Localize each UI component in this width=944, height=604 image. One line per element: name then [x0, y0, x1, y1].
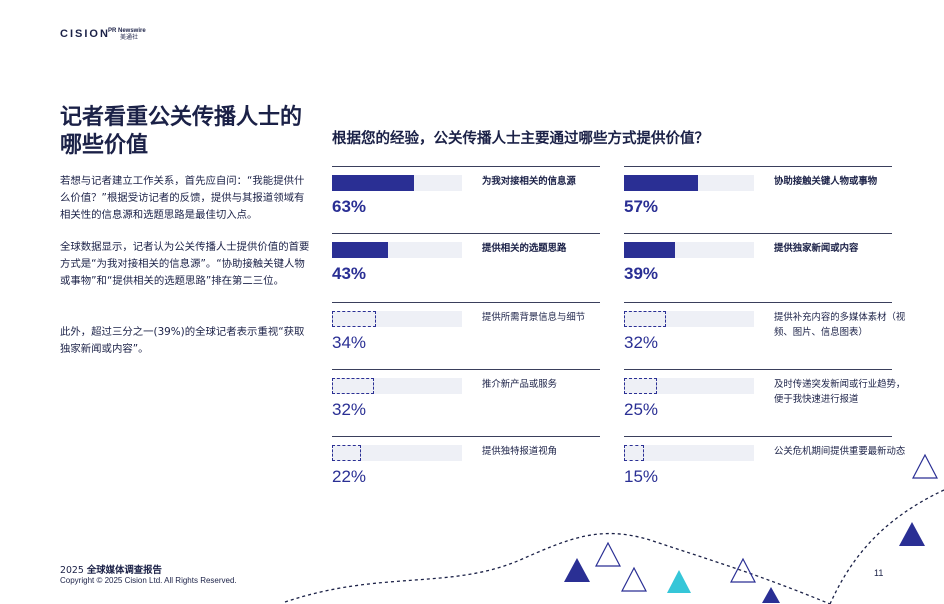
- bar: [624, 242, 675, 258]
- bar-track: [332, 311, 462, 327]
- bar-track: [332, 242, 462, 258]
- triangle-outline-icon: [621, 566, 647, 592]
- dotted-curve-right: [829, 489, 944, 604]
- chart-item: 22% 提供独特报道视角: [332, 436, 600, 504]
- triangle-teal-icon: [667, 570, 691, 593]
- exclusive-paragraph: 此外，超过三分之一(39%)的全球记者表示重视“获取独家新闻或内容”。: [60, 326, 305, 355]
- bar-track: [624, 445, 754, 461]
- triangle-filled-icon: [762, 587, 780, 603]
- bar-track: [332, 175, 462, 191]
- bar-track: [332, 445, 462, 461]
- pr-newswire-logo-text: PR Newswire: [108, 28, 146, 34]
- bar: [332, 175, 414, 191]
- category-label: 协助接触关键人物或事物: [774, 176, 878, 187]
- category-label: 提供补充内容的多媒体素材（视频、图片、信息图表）: [774, 312, 906, 338]
- triangle-outline-icon: [595, 541, 621, 567]
- category-label: 提供独特报道视角: [482, 446, 558, 457]
- bar-track: [624, 175, 754, 191]
- category-label: 提供独家新闻或内容: [774, 243, 859, 254]
- bar-track: [624, 378, 754, 394]
- value-label: 57%: [624, 197, 659, 216]
- value-label: 63%: [332, 197, 367, 216]
- triangle-outline-icon: [912, 453, 938, 479]
- chart-item: 63% 为我对接相关的信息源: [332, 166, 600, 234]
- value-label: 22%: [332, 467, 367, 486]
- chart-item: 57% 协助接触关键人物或事物: [624, 166, 892, 234]
- dotted-wave-line: [284, 532, 831, 604]
- bar: [624, 175, 699, 191]
- chart-item: 34% 提供所需背景信息与细节: [332, 302, 600, 370]
- pr-newswire-logo: PR Newswire 美通社: [108, 28, 148, 42]
- footer-report-name: 全球媒体调查报告: [86, 565, 162, 576]
- cision-logo: CISION: [60, 28, 110, 40]
- bar-track: [624, 311, 754, 327]
- chart-item: 39% 提供独家新闻或内容: [624, 233, 892, 301]
- global-data-paragraph: 全球数据显示，记者认为公关传播人士提供价值的首要方式是“为我对接相关的信息源”。…: [60, 241, 310, 287]
- footer-copyright: Copyright © 2025 Cision Ltd. All Rights …: [60, 576, 237, 585]
- triangle-outline-icon: [730, 557, 756, 583]
- footer-report-title: 2025 全球媒体调查报告: [60, 562, 162, 576]
- triangle-filled-icon: [564, 558, 590, 582]
- page-title: 记者看重公关传播人士的哪些价值: [60, 105, 303, 158]
- chart-item: 32% 推介新产品或服务: [332, 369, 600, 437]
- bar-track: [332, 378, 462, 394]
- value-label: 32%: [332, 400, 367, 419]
- category-label: 为我对接相关的信息源: [482, 176, 576, 187]
- triangle-filled-icon: [899, 522, 925, 546]
- bar: [332, 311, 377, 327]
- intro-paragraph: 若想与记者建立工作关系，首先应自问：“我能提供什么价值？”根据受访记者的反馈，提…: [60, 175, 305, 221]
- chart-item: 15% 公关危机期间提供重要最新动态: [624, 436, 905, 504]
- pr-newswire-logo-cn: 美通社: [120, 35, 139, 41]
- value-label: 32%: [624, 333, 659, 352]
- value-label: 25%: [624, 400, 659, 419]
- category-label: 推介新产品或服务: [482, 379, 558, 390]
- bar-track: [624, 242, 754, 258]
- category-label: 提供所需背景信息与细节: [482, 312, 586, 323]
- bar: [624, 445, 644, 461]
- category-label: 公关危机期间提供重要最新动态: [774, 446, 906, 457]
- value-label: 34%: [332, 333, 367, 352]
- bar: [332, 445, 361, 461]
- chart-item: 32% 提供补充内容的多媒体素材（视频、图片、信息图表）: [624, 302, 905, 370]
- category-label: 及时传递突发新闻或行业趋势，便于我快速进行报道: [774, 379, 906, 405]
- chart-item: 43% 提供相关的选题思路: [332, 233, 600, 301]
- bar: [624, 311, 666, 327]
- value-label: 15%: [624, 467, 659, 486]
- chart-item: 25% 及时传递突发新闻或行业趋势，便于我快速进行报道: [624, 369, 905, 437]
- page-number: 11: [874, 568, 884, 578]
- bar: [332, 378, 374, 394]
- category-label: 提供相关的选题思路: [482, 243, 567, 254]
- chart-question: 根据您的经验，公关传播人士主要通过哪些方式提供价值？: [332, 131, 709, 147]
- bar: [332, 242, 388, 258]
- value-label: 39%: [624, 264, 659, 283]
- value-label: 43%: [332, 264, 367, 283]
- bar: [624, 378, 657, 394]
- footer-report-year: 2025: [60, 565, 84, 576]
